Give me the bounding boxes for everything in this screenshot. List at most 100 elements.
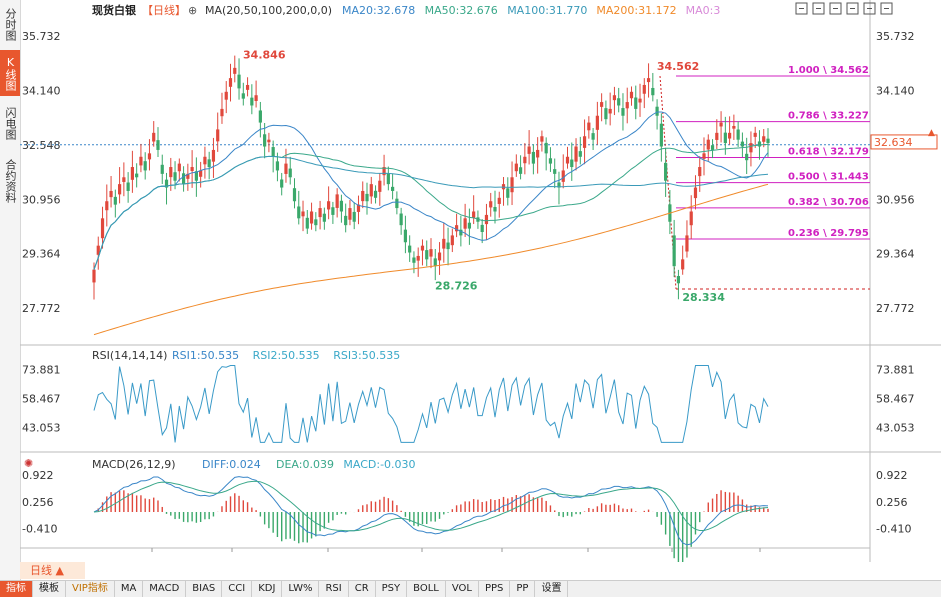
xtick-4: 2025/02 bbox=[477, 561, 527, 562]
candle bbox=[130, 150, 134, 193]
candle bbox=[399, 207, 403, 235]
candle bbox=[646, 63, 651, 98]
candle bbox=[139, 143, 143, 173]
indicator-tab-10[interactable]: CR bbox=[349, 581, 376, 597]
candle bbox=[378, 173, 382, 206]
candle bbox=[463, 203, 467, 237]
candle bbox=[557, 171, 561, 205]
rsi-ytick-0: 73.881 bbox=[876, 363, 915, 376]
tab-timeshare[interactable]: 分时图 bbox=[4, 7, 17, 41]
candle bbox=[617, 87, 621, 113]
ma-values-legend: MA20:32.678 MA50:32.676 MA100:31.770 MA200:… bbox=[342, 4, 720, 17]
tab-kline[interactable]: K线图 bbox=[0, 50, 20, 96]
candlesticks bbox=[92, 55, 770, 300]
indicator-tab-12[interactable]: BOLL bbox=[407, 581, 446, 597]
main-ytick-left-5: 27.772 bbox=[22, 302, 61, 315]
box-x-icon[interactable] bbox=[846, 2, 859, 15]
candle bbox=[514, 154, 518, 177]
box-arrows-icon[interactable] bbox=[829, 2, 842, 15]
candle bbox=[181, 166, 186, 192]
ma-value-2: MA100:31.770 bbox=[507, 4, 587, 17]
fib-label-0: 1.000 \ 34.562 bbox=[788, 65, 869, 76]
indicator-tab-bar: 指标 模板 VIP指标 MA MACD BIAS CCI KDJ LW% RSI CR PSY BOLL… bbox=[0, 580, 941, 597]
box-plus-icon[interactable] bbox=[795, 2, 808, 15]
box-minus-icon[interactable] bbox=[812, 2, 825, 15]
chart-canvas[interactable]: 现货白银 【日线】 ⊕ MA(20,50,100,200,0,0) MA20:3… bbox=[20, 0, 941, 562]
indicator-tab-5[interactable]: BIAS bbox=[186, 581, 223, 597]
macd-ytick-1: 0.256 bbox=[876, 496, 908, 509]
macd-y-axis: 0.922 0.922 0.256 0.256 -0.410 -0.410 bbox=[22, 469, 911, 535]
macd-lines bbox=[93, 476, 769, 546]
tab-contract-info[interactable]: 合约资料 bbox=[4, 159, 17, 203]
indicator-tab-8[interactable]: LW% bbox=[282, 581, 320, 597]
indicator-tab-15[interactable]: PP bbox=[510, 581, 536, 597]
candle bbox=[373, 185, 378, 204]
candle bbox=[288, 156, 292, 185]
candle bbox=[267, 132, 271, 153]
candle bbox=[292, 178, 297, 209]
indicator-tab-13[interactable]: VOL bbox=[446, 581, 479, 597]
candle bbox=[608, 92, 612, 126]
price-tag-box bbox=[870, 134, 938, 150]
candle bbox=[365, 182, 369, 215]
macd-value-0: DIFF:0.024 bbox=[202, 458, 261, 471]
indicator-tab-6[interactable]: CCI bbox=[222, 581, 253, 597]
candle bbox=[143, 152, 147, 180]
candle bbox=[467, 208, 471, 245]
candle bbox=[689, 195, 693, 239]
macd-value-2: MACD:-0.030 bbox=[343, 458, 415, 471]
candle bbox=[203, 146, 207, 179]
tab-lightning[interactable]: 闪电图 bbox=[4, 106, 17, 140]
candle bbox=[314, 212, 318, 232]
indicator-tab-11[interactable]: PSY bbox=[376, 581, 408, 597]
macd-values-legend: DIFF:0.024 DEA:0.039 MACD:-0.030 bbox=[202, 458, 416, 471]
rsi-line bbox=[93, 365, 769, 443]
candle bbox=[595, 101, 599, 145]
candle bbox=[766, 128, 770, 157]
indicator-tab-3[interactable]: MA bbox=[115, 581, 144, 597]
candle bbox=[710, 139, 715, 159]
candle bbox=[284, 148, 288, 183]
candle bbox=[621, 93, 625, 131]
indicator-tab-7[interactable]: KDJ bbox=[252, 581, 283, 597]
annotation-2: 34.562 bbox=[657, 60, 699, 73]
candle bbox=[582, 119, 587, 165]
candle bbox=[638, 83, 642, 117]
period-button[interactable]: 日线 ▲ bbox=[20, 562, 85, 579]
rsi-label: RSI(14,14,14) bbox=[92, 349, 167, 362]
macd-ytick-0: 0.922 bbox=[876, 469, 908, 482]
indicator-tab-0[interactable]: 指标 bbox=[0, 581, 33, 597]
box-up-icon[interactable] bbox=[863, 2, 876, 15]
indicator-tab-9[interactable]: RSI bbox=[319, 581, 349, 597]
candle bbox=[164, 172, 169, 205]
candle bbox=[152, 121, 156, 147]
candle bbox=[480, 219, 484, 244]
indicator-tab-4[interactable]: MACD bbox=[143, 581, 187, 597]
indicator-tab-1[interactable]: 模板 bbox=[33, 581, 66, 597]
candle bbox=[715, 119, 719, 150]
candle bbox=[591, 127, 595, 150]
indicator-tab-2[interactable]: VIP指标 bbox=[66, 581, 115, 597]
xtick-6: 2025/04 bbox=[647, 561, 697, 562]
indicator-tab-14[interactable]: PPS bbox=[479, 581, 511, 597]
candle bbox=[297, 190, 301, 225]
candle bbox=[331, 201, 335, 224]
rsi-value-1: RSI2:50.535 bbox=[253, 349, 320, 362]
candle bbox=[233, 55, 237, 83]
candle bbox=[540, 130, 544, 152]
ma-line-ma20 bbox=[93, 111, 769, 270]
macd-ytick-left-0: 0.922 bbox=[22, 469, 54, 482]
candle bbox=[309, 202, 314, 230]
candle bbox=[160, 154, 164, 185]
indicator-tab-16[interactable]: 设置 bbox=[535, 581, 569, 597]
candle bbox=[433, 248, 437, 281]
candle bbox=[472, 195, 476, 225]
box-down-icon[interactable] bbox=[880, 2, 893, 15]
main-ytick-5: 27.772 bbox=[876, 302, 915, 315]
macd-label: MACD(26,12,9) bbox=[92, 458, 176, 471]
macd-ytick-left-2: -0.410 bbox=[22, 522, 57, 535]
candle bbox=[416, 247, 420, 277]
candle bbox=[693, 175, 698, 210]
candle bbox=[578, 136, 582, 165]
main-ytick-left-4: 29.364 bbox=[22, 248, 61, 261]
